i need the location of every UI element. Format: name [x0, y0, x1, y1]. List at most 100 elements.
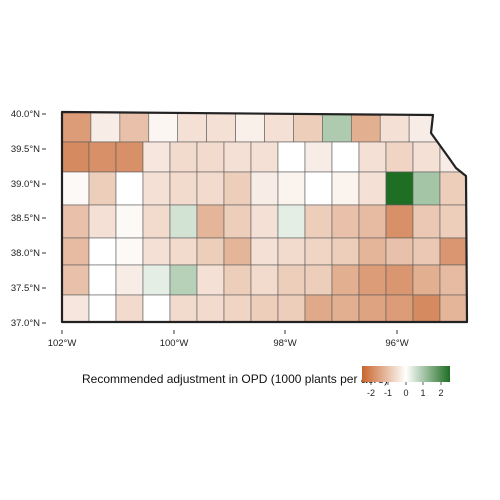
- legend-tick-label: 0: [403, 388, 408, 398]
- state-border: [60, 110, 469, 324]
- county-cell: [169, 204, 198, 239]
- legend-tick: 0: [403, 382, 409, 398]
- county-cell: [223, 237, 252, 266]
- lon-tick: 102°W: [48, 330, 76, 349]
- county-cell: [304, 141, 333, 173]
- county-cell: [350, 112, 381, 143]
- county-cell: [304, 294, 333, 322]
- county-cell: [88, 264, 117, 296]
- county-cell: [412, 204, 441, 239]
- county-cell: [439, 294, 467, 322]
- county-cell: [196, 204, 225, 239]
- county-cell: [142, 264, 171, 296]
- county-cell: [250, 294, 279, 322]
- county-cell: [62, 204, 90, 239]
- latitude-axis: 40.0°N 39.5°N 39.0°N 38.5°N 38.0°N 37.5°…: [11, 109, 46, 329]
- lat-tick-label: 37.0°N: [11, 318, 40, 329]
- county-cell: [169, 294, 198, 322]
- county-cell: [439, 171, 467, 206]
- county-cell: [223, 204, 252, 239]
- county-cell: [331, 141, 360, 173]
- county-cell: [277, 294, 306, 322]
- county-cell: [250, 204, 279, 239]
- county-cell: [385, 237, 414, 266]
- county-cell: [142, 204, 171, 239]
- county-cell: [358, 264, 387, 296]
- county-cell: [331, 237, 360, 266]
- county-cell: [437, 112, 467, 143]
- county-cell: [277, 237, 306, 266]
- county-cell: [62, 294, 90, 322]
- lon-tick: 98°W: [273, 330, 297, 349]
- lon-tick: 100°W: [160, 330, 188, 349]
- lat-tick: 37.5°N: [11, 283, 46, 294]
- county-cell: [412, 294, 441, 322]
- lon-tick-label: 98°W: [273, 338, 296, 349]
- legend-title: Recommended adjustment in OPD (1000 plan…: [82, 372, 388, 386]
- county-cell: [88, 294, 117, 322]
- legend-tick: -2: [367, 382, 375, 398]
- county-cell: [304, 204, 333, 239]
- county-cell: [119, 112, 150, 143]
- county-cell: [250, 141, 279, 173]
- county-cell: [385, 204, 414, 239]
- county-cell: [62, 237, 90, 266]
- county-cell: [115, 294, 144, 322]
- county-cell: [62, 171, 90, 206]
- longitude-axis: 102°W 100°W 98°W 96°W: [48, 330, 409, 349]
- lat-tick: 38.5°N: [11, 213, 46, 224]
- lat-tick: 38.0°N: [11, 248, 46, 259]
- county-cell: [223, 141, 252, 173]
- county-cell: [62, 264, 90, 296]
- county-cell: [331, 171, 360, 206]
- county-cell: [196, 294, 225, 322]
- legend: Recommended adjustment in OPD (1000 plan…: [82, 366, 450, 398]
- county-cell: [115, 264, 144, 296]
- county-cell: [223, 264, 252, 296]
- county-cell: [115, 171, 144, 206]
- county-cell: [412, 237, 441, 266]
- lat-tick-label: 38.5°N: [11, 213, 40, 224]
- lon-tick: 96°W: [385, 330, 409, 349]
- county-cell: [250, 237, 279, 266]
- county-cell: [235, 112, 265, 143]
- county-cell: [358, 204, 387, 239]
- county-cell: [206, 112, 236, 143]
- legend-tick-label: -2: [367, 388, 375, 398]
- county-cells: [62, 112, 467, 322]
- county-cell: [196, 237, 225, 266]
- county-cell: [196, 141, 225, 173]
- county-cell: [169, 171, 198, 206]
- county-cell: [250, 171, 279, 206]
- county-cell: [439, 204, 467, 239]
- county-cell: [439, 237, 467, 266]
- county-cell: [358, 237, 387, 266]
- county-cell: [277, 264, 306, 296]
- county-cell: [115, 237, 144, 266]
- county-cell: [293, 112, 323, 143]
- county-cell: [62, 112, 92, 143]
- county-cell: [304, 237, 333, 266]
- lon-tick-label: 96°W: [385, 338, 408, 349]
- county-cell: [169, 264, 198, 296]
- county-cell: [304, 171, 333, 206]
- county-cell: [277, 141, 306, 173]
- county-cell: [62, 141, 90, 173]
- county-cell: [385, 171, 414, 206]
- county-cell: [331, 264, 360, 296]
- county-cell: [90, 112, 121, 143]
- lat-tick-label: 39.0°N: [11, 179, 40, 190]
- county-cell: [88, 141, 117, 173]
- county-cell: [412, 171, 441, 206]
- county-cell: [439, 141, 467, 173]
- county-cell: [196, 171, 225, 206]
- county-cell: [142, 171, 171, 206]
- county-cell: [88, 204, 117, 239]
- county-cell: [148, 112, 179, 143]
- county-cell: [250, 264, 279, 296]
- county-cell: [379, 112, 410, 143]
- lat-tick-label: 38.0°N: [11, 248, 40, 259]
- county-cell: [177, 112, 207, 143]
- county-cell: [385, 264, 414, 296]
